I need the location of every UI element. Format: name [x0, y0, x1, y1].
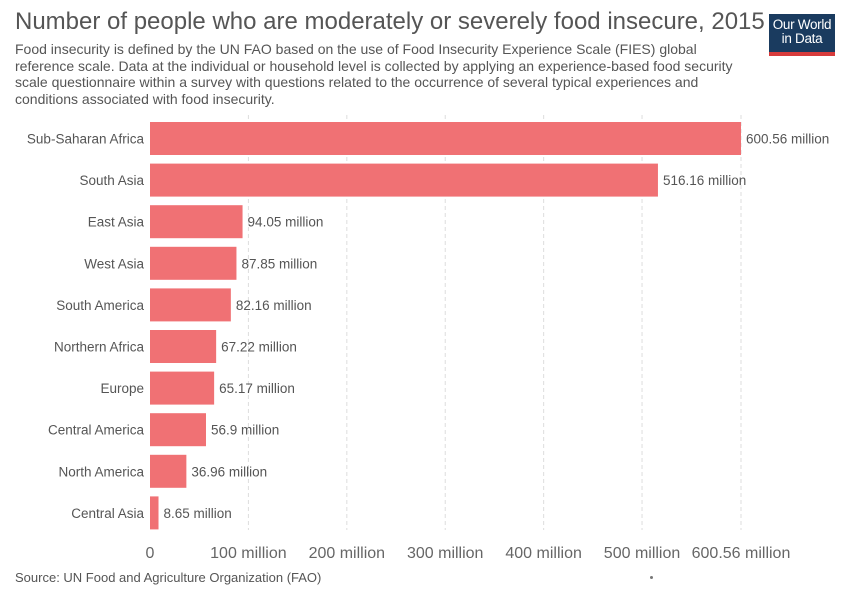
- x-tick-label: 600.56 million: [692, 545, 791, 562]
- bar: [150, 205, 243, 239]
- value-label: 65.17 million: [219, 381, 295, 396]
- value-label: 94.05 million: [248, 215, 324, 230]
- bar: [150, 371, 215, 405]
- category-label: Europe: [100, 381, 144, 396]
- x-tick-label: 0: [146, 545, 155, 562]
- category-label: Northern Africa: [54, 340, 145, 355]
- bars: [150, 122, 741, 530]
- x-tick-label: 400 million: [505, 545, 581, 562]
- owid-logo[interactable]: Our World in Data: [769, 14, 835, 56]
- bar: [150, 122, 741, 155]
- chart-subtitle: Food insecurity is defined by the UN FAO…: [15, 41, 733, 107]
- carousel-dot[interactable]: [650, 576, 653, 579]
- x-tick-label: 500 million: [604, 545, 680, 562]
- category-label: South Asia: [79, 173, 144, 188]
- logo-line-1: Our World: [772, 17, 832, 32]
- category-label: Central America: [48, 423, 145, 438]
- value-label: 67.22 million: [221, 340, 297, 355]
- bar: [150, 496, 159, 530]
- logo-accent-bar: [769, 52, 835, 56]
- labels: 0 100 million 200 million 300 million 400 mi…: [27, 132, 829, 563]
- x-tick-label: 300 million: [407, 545, 483, 562]
- value-label: 82.16 million: [236, 298, 312, 313]
- x-tick-label: 200 million: [309, 545, 385, 562]
- category-label: Sub-Saharan Africa: [27, 132, 145, 147]
- bar: [150, 246, 237, 280]
- bar: [150, 288, 231, 322]
- category-label: East Asia: [88, 215, 145, 230]
- grid-lines: [247, 115, 742, 530]
- value-label: 516.16 million: [663, 173, 746, 188]
- value-label: 600.56 million: [746, 132, 829, 147]
- category-label: North America: [58, 464, 144, 479]
- value-label: 56.9 million: [211, 423, 279, 438]
- value-label: 36.96 million: [191, 464, 267, 479]
- bar: [150, 163, 658, 197]
- logo-line-2: in Data: [781, 31, 823, 46]
- value-label: 8.65 million: [164, 506, 232, 521]
- category-label: West Asia: [84, 256, 144, 271]
- chart-title: Number of people who are moderately or s…: [15, 8, 765, 35]
- x-tick-label: 100 million: [210, 545, 286, 562]
- category-label: South America: [56, 298, 144, 313]
- value-label: 87.85 million: [241, 256, 317, 271]
- bar: [150, 454, 187, 488]
- category-label: Central Asia: [71, 506, 144, 521]
- bar: [150, 330, 217, 363]
- source-note: Source: UN Food and Agriculture Organiza…: [15, 570, 322, 585]
- bar: [150, 413, 206, 447]
